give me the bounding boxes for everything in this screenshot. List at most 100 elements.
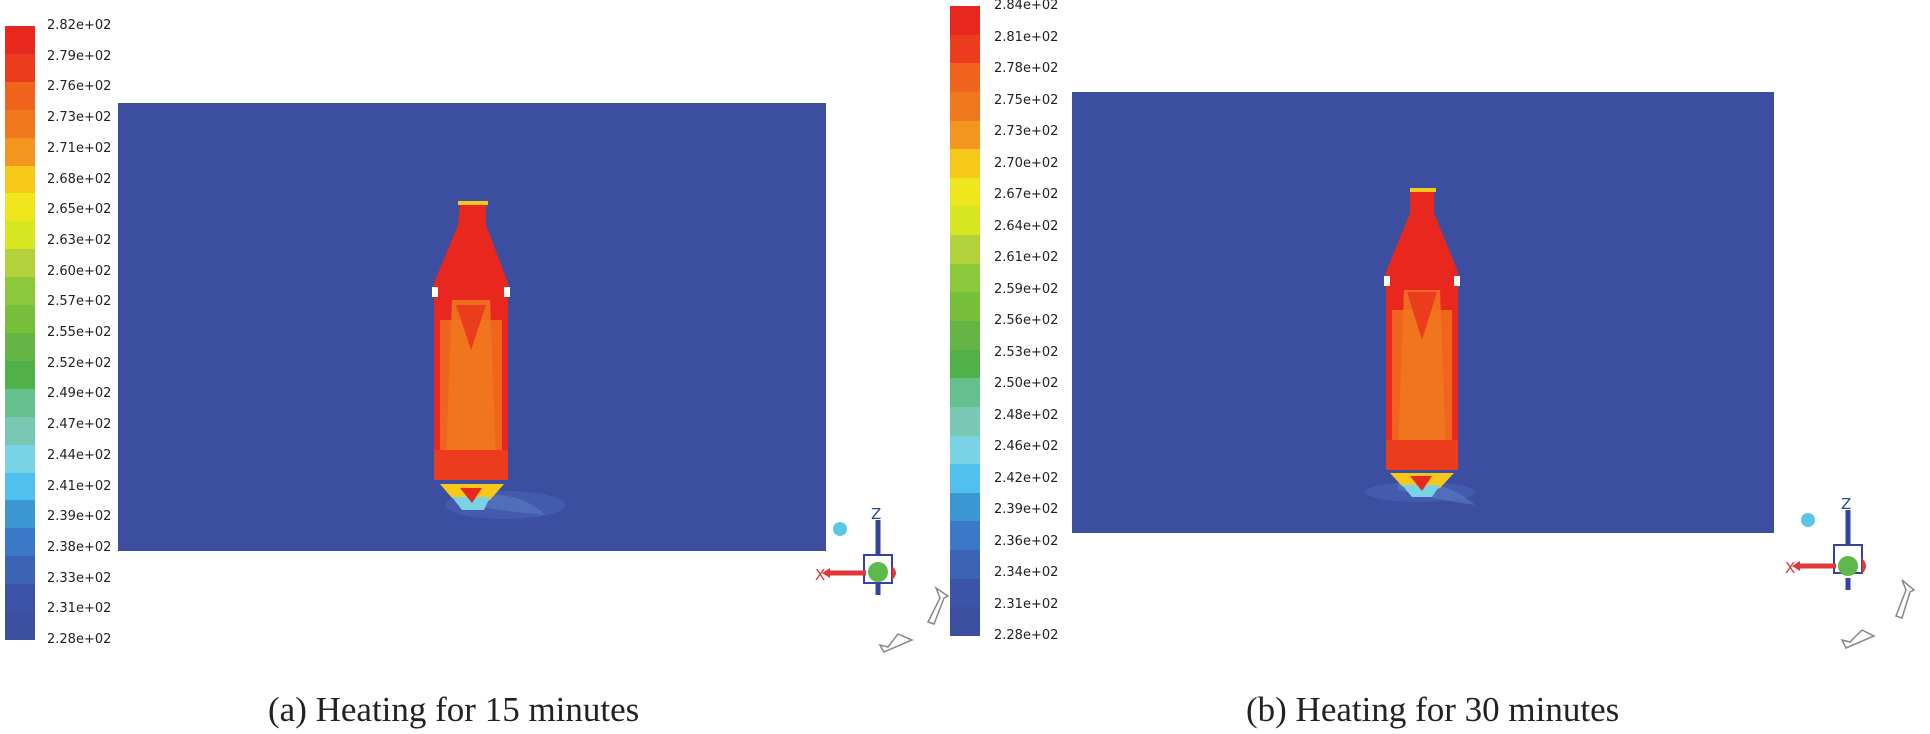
shoulder-notch-right-b [1454,276,1460,286]
legend-swatch [950,435,980,465]
probe-marker-a [833,522,847,536]
legend-swatch [950,349,980,379]
legend-tick-label: 2.59e+02 [994,281,1059,297]
panel-b: 2.84e+02 2.81e+02 2.78e+02 2.75e+02 2.73e+02… [950,0,1930,734]
legend-tick-label: 2.42e+02 [994,470,1059,486]
legend-tick-label: 2.73e+02 [994,124,1059,139]
legend-swatch [5,472,35,501]
legend-tick-label: 2.70e+02 [994,155,1059,171]
legend-swatch [950,464,980,494]
legend-tick-label: 2.84e+02 [994,0,1059,13]
bottle-base-a [434,450,508,480]
legend-tick-label: 2.41e+02 [47,478,112,494]
legend-tick-label: 2.82e+02 [47,18,112,33]
legend-swatch [5,193,35,222]
legend-tick-label: 2.39e+02 [47,509,112,525]
legend-tick-label: 2.67e+02 [994,187,1059,202]
legend-tick-label: 2.52e+02 [47,355,112,371]
bottle-tip-cool-b [1402,485,1440,497]
legend-swatch [5,612,35,641]
bottle-v-a [456,305,486,350]
legend-swatch [5,556,35,585]
legend-swatch [5,53,35,83]
shoulder-notch-right-a [504,287,510,297]
shoulder-notch-left-b [1384,276,1390,286]
rotate-arrow-left-a [878,633,914,653]
rotate-arrow-up-b [1895,579,1916,619]
legend-swatch [950,235,980,265]
cap-rim-b [1410,188,1436,192]
legend-swatch [950,550,980,580]
legend-tick-label: 2.79e+02 [47,48,112,64]
shoulder-notch-left-a [432,287,438,297]
legend-tick-label: 2.57e+02 [47,294,112,310]
legend-swatch [5,165,35,194]
legend-swatch [950,263,980,293]
legend-tick-label: 2.60e+02 [47,263,112,279]
legend-swatch [950,378,980,408]
legend-tick-label: 2.49e+02 [47,386,112,402]
legend-tick-label: 2.73e+02 [47,110,112,126]
legend-tick-label: 2.81e+02 [994,29,1059,45]
bottle-base-b [1386,440,1458,470]
legend-swatch [950,206,980,236]
legend-swatch [950,406,980,437]
caption-b: (b) Heating for 30 minutes [1246,690,1620,729]
legend-swatch [950,63,980,93]
contour-plot-a: Z X [118,103,950,653]
legend-swatch [5,528,35,557]
legend-swatch [5,584,35,613]
axis-z-label-b: Z [1841,495,1851,513]
axis-x-label-b: X [1785,559,1795,577]
axis-x-label-a: X [815,566,825,584]
legend-swatch [5,137,35,167]
legend-tick-label: 2.75e+02 [994,92,1059,108]
legend-tick-label: 2.68e+02 [47,171,112,187]
caption-a: (a) Heating for 15 minutes [268,690,640,729]
axis-triad-a [822,520,896,595]
legend-swatch [5,109,35,139]
legend-swatch [5,221,35,250]
legend-tick-label: 2.63e+02 [47,232,112,248]
legend-tick-label: 2.39e+02 [994,502,1059,517]
legend-tick-label: 2.53e+02 [994,344,1059,360]
legend-swatch [5,26,35,55]
legend-swatch [5,277,35,306]
legend-tick-label: 2.28e+02 [47,632,112,647]
legend-swatch [950,6,980,36]
legend-tick-label: 2.65e+02 [47,202,112,218]
legend-tick-label: 2.50e+02 [994,376,1059,391]
legend-swatch [5,500,35,529]
legend-tick-label: 2.46e+02 [994,439,1059,454]
legend-tick-label: 2.71e+02 [47,140,112,156]
legend-swatch [5,388,35,418]
legend-swatch [5,249,35,278]
legend-tick-label: 2.64e+02 [994,218,1059,234]
legend-tick-label: 2.44e+02 [47,447,112,463]
colorbar-legend-a: 2.82e+02 2.79e+02 2.76e+02 2.73e+02 2.71e+02… [5,18,125,647]
legend-tick-label: 2.34e+02 [994,565,1059,580]
probe-marker-b [1801,513,1815,527]
legend-swatch [950,292,980,322]
bottle-core-mid-a [446,300,496,460]
axis-z-label-a: Z [871,505,881,523]
legend-tick-label: 2.76e+02 [47,79,112,95]
panel-a: 2.82e+02 2.79e+02 2.76e+02 2.73e+02 2.71e+02… [0,0,950,734]
legend-tick-label: 2.33e+02 [47,570,112,586]
bottle-tip-hot-b [1410,476,1432,491]
legend-tick-label: 2.56e+02 [994,313,1059,328]
legend-swatch [5,416,35,446]
rotate-arrow-left-b [1840,629,1876,649]
legend-swatch [950,34,980,64]
bottle-tip-hot-a [460,488,482,503]
legend-swatch [950,321,980,351]
legend-swatch [950,492,980,522]
legend-swatch [5,81,35,111]
legend-swatch [5,360,35,390]
legend-swatch [5,444,35,474]
legend-tick-label: 2.55e+02 [47,325,112,340]
legend-swatch [5,305,35,334]
legend-tick-label: 2.31e+02 [994,596,1059,612]
legend-swatch [950,607,980,637]
legend-swatch [950,521,980,551]
